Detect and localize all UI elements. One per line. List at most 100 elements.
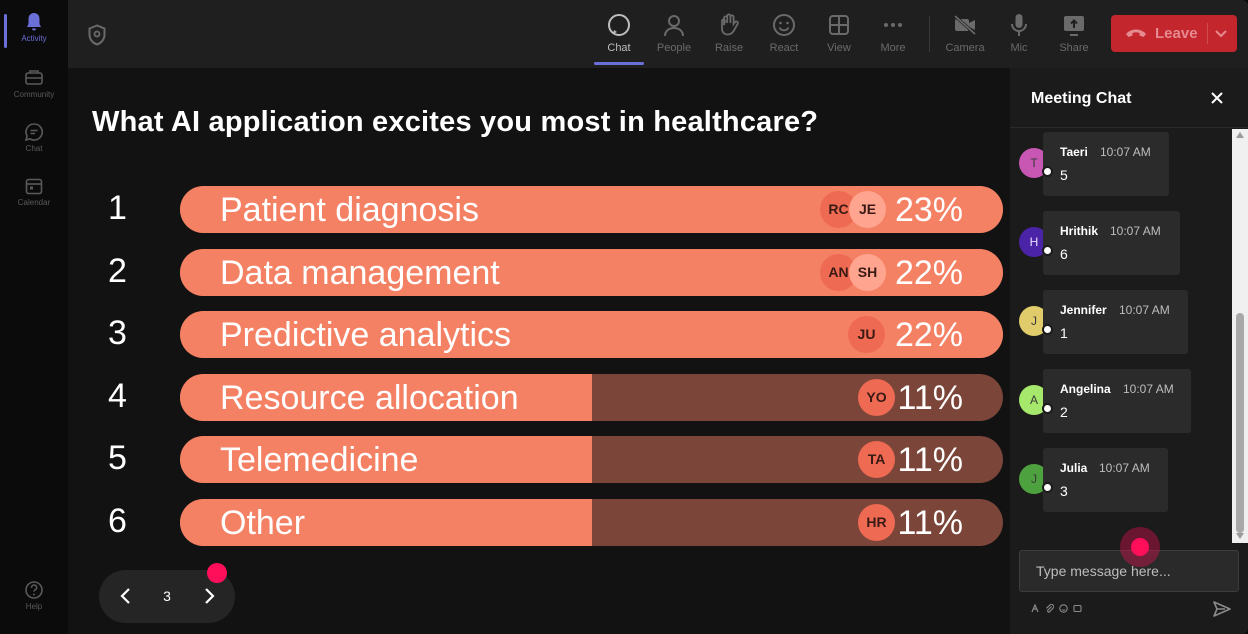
chat-button[interactable]: Chat <box>594 10 644 65</box>
raise-hand-button[interactable]: Raise <box>704 10 754 62</box>
notification-dot <box>207 563 227 583</box>
chevron-right-icon[interactable] <box>199 586 219 606</box>
scroll-thumb[interactable] <box>1236 313 1244 533</box>
option-percent: 11% <box>897 503 963 542</box>
toolbar-divider <box>929 16 930 52</box>
option-label: Predictive analytics <box>220 316 512 354</box>
poll-question: What AI application excites you most in … <box>92 106 819 138</box>
poll-option-row: 1 Patient diagnosis RC JE 23% <box>68 186 1010 233</box>
rail-item-help[interactable]: Help <box>0 574 68 624</box>
poll-option-row: 3 Predictive analytics JU 22% <box>68 311 1010 358</box>
option-percent: 11% <box>897 441 963 479</box>
option-rank: 3 <box>108 314 127 352</box>
chat-message: A Angelina 10:07 AM 2 <box>1010 369 1232 433</box>
mic-button[interactable]: Mic <box>994 10 1044 62</box>
rail-item-calendar[interactable]: Calendar <box>0 170 68 220</box>
chevron-left-icon[interactable] <box>116 586 136 606</box>
chat-icon <box>24 123 43 142</box>
presence-status <box>1042 403 1053 414</box>
sender-name: Taeri <box>1060 145 1088 159</box>
option-percent: 11% <box>897 378 963 417</box>
leave-divider <box>1207 23 1208 44</box>
message-text: 1 <box>1060 325 1068 341</box>
grid-view-icon <box>829 15 849 35</box>
camera-button[interactable]: Camera <box>940 10 990 62</box>
share-button[interactable]: Share <box>1049 10 1099 62</box>
mic-icon <box>1011 14 1027 36</box>
chat-header: Meeting Chat <box>1010 68 1248 128</box>
scroll-down-arrow[interactable] <box>1236 533 1244 539</box>
voter-avatar: HR <box>858 503 895 541</box>
chat-scrollbar[interactable] <box>1232 129 1248 543</box>
react-button[interactable]: React <box>759 10 809 62</box>
cursor-indicator <box>1120 527 1160 567</box>
leave-button-label: Leave <box>1155 25 1198 42</box>
camera-off-icon <box>953 14 977 36</box>
close-icon[interactable] <box>1209 90 1225 106</box>
option-percent: 22% <box>894 316 963 354</box>
chat-icon <box>608 14 630 36</box>
rail-label: Help <box>25 602 43 611</box>
option-label: Other <box>220 503 306 542</box>
gif-icon[interactable] <box>1073 604 1082 613</box>
message-text: 3 <box>1060 483 1068 499</box>
chat-message: J Julia 10:07 AM 3 <box>1010 448 1232 512</box>
result-bar: Telemedicine TA 11% <box>180 436 1003 483</box>
rail-label: Calendar <box>17 198 51 207</box>
rail-label: Activity <box>21 34 47 43</box>
rail-item-community[interactable]: Community <box>0 62 68 112</box>
message-input[interactable] <box>1019 550 1239 592</box>
poll-stage: What AI application excites you most in … <box>68 68 1010 634</box>
poll-option-row: 2 Data management AN SH 22% <box>68 248 1010 296</box>
sender-name: Jennifer <box>1060 303 1107 317</box>
option-label: Patient diagnosis <box>220 191 479 229</box>
presence-status <box>1042 166 1053 177</box>
message-text: 5 <box>1060 167 1068 183</box>
hand-icon <box>721 13 739 36</box>
message-bubble: Julia 10:07 AM 3 <box>1043 448 1168 512</box>
format-icon[interactable] <box>1031 604 1040 613</box>
chat-message: T Taeri 10:07 AM 5 <box>1010 132 1232 196</box>
chat-button-label: Chat <box>607 42 631 54</box>
option-rank: 1 <box>108 189 127 227</box>
message-bubble: Hrithik 10:07 AM 6 <box>1043 211 1180 275</box>
more-button[interactable]: More <box>868 10 918 62</box>
people-button[interactable]: People <box>649 10 699 62</box>
sender-name: Julia <box>1060 461 1088 475</box>
mic-button-label: Mic <box>1010 42 1028 54</box>
result-bar-fill <box>180 498 592 546</box>
option-rank: 4 <box>108 376 127 415</box>
view-button[interactable]: View <box>814 10 864 62</box>
share-screen-icon <box>1064 16 1084 36</box>
voter-avatar: SH <box>849 253 886 291</box>
voter-avatar: YO <box>858 378 895 416</box>
shield-icon[interactable] <box>87 24 107 46</box>
message-text: 2 <box>1060 404 1068 420</box>
react-button-label: React <box>769 42 799 54</box>
chat-title: Meeting Chat <box>1031 90 1132 107</box>
community-icon <box>25 70 43 85</box>
result-bar: Data management AN SH 22% <box>180 248 1003 296</box>
people-button-label: People <box>656 42 692 54</box>
option-rank: 2 <box>108 251 127 290</box>
send-icon[interactable] <box>1212 599 1232 619</box>
chevron-down-icon[interactable] <box>1213 25 1229 41</box>
attach-icon[interactable] <box>1045 604 1054 613</box>
scroll-up-arrow[interactable] <box>1236 132 1244 138</box>
option-percent: 22% <box>894 253 963 292</box>
rail-item-chat[interactable]: Chat <box>0 116 68 166</box>
emoji-icon[interactable] <box>1059 604 1068 613</box>
message-time: 10:07 AM <box>1110 224 1161 238</box>
leave-button[interactable]: Leave <box>1111 15 1237 52</box>
option-label: Telemedicine <box>220 441 419 479</box>
phone-hangup-icon <box>1126 29 1146 37</box>
rail-item-activity[interactable]: Activity <box>0 6 68 56</box>
chat-message: H Hrithik 10:07 AM 6 <box>1010 211 1232 275</box>
poll-option-row: 6 Other HR 11% <box>68 498 1010 546</box>
chat-message-list[interactable]: T Taeri 10:07 AM 5 H Hrithik 10:07 AM 6 J Jennife… <box>1010 129 1232 543</box>
left-rail: Activity Community Chat Calendar Help <box>0 0 68 634</box>
people-icon <box>664 15 684 37</box>
message-time: 10:07 AM <box>1123 382 1174 396</box>
sender-name: Angelina <box>1060 382 1111 396</box>
presence-status <box>1042 482 1053 493</box>
